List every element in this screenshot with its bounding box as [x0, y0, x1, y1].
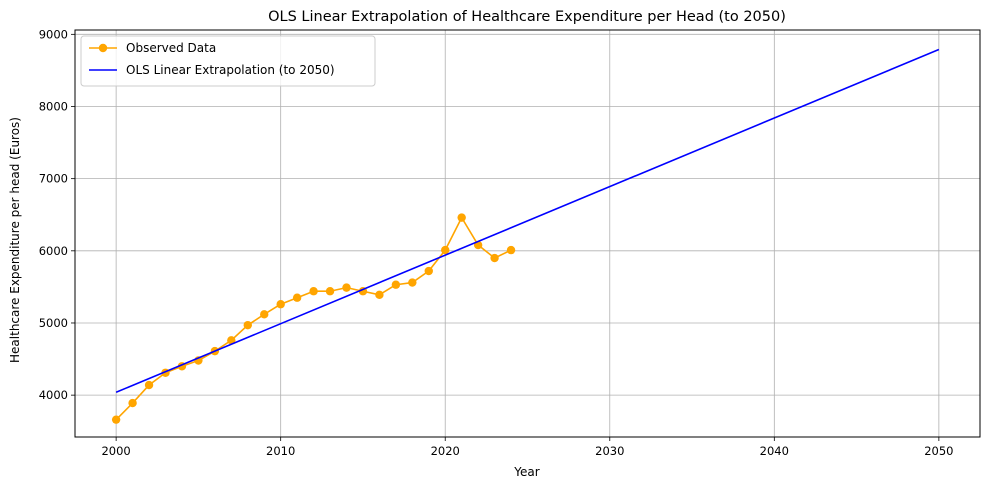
- data-point: [506, 245, 516, 255]
- legend-label-observed: Observed Data: [126, 41, 216, 55]
- legend-marker-observed: [98, 43, 108, 53]
- data-point: [424, 266, 433, 276]
- data-point: [243, 320, 252, 330]
- data-point: [260, 310, 269, 319]
- chart-title: OLS Linear Extrapolation of Healthcare E…: [268, 9, 786, 25]
- data-point: [227, 336, 236, 345]
- data-point: [490, 253, 499, 263]
- x-axis-label: Year: [513, 465, 539, 479]
- y-tick-label: 4000: [39, 388, 68, 402]
- legend-box: [80, 35, 376, 87]
- y-tick-label: 7000: [39, 172, 68, 186]
- data-point: [128, 398, 137, 408]
- data-point: [391, 280, 401, 289]
- grid: [75, 30, 980, 437]
- data-point: [457, 213, 466, 222]
- data-point: [276, 300, 285, 309]
- x-tick-label: 2040: [760, 444, 789, 458]
- y-tick-label: 8000: [39, 99, 68, 113]
- legend: Observed Data OLS Linear Extrapolation (…: [80, 35, 376, 87]
- y-tick-label: 9000: [39, 27, 68, 41]
- data-point: [325, 287, 335, 296]
- y-tick-label: 5000: [39, 316, 68, 330]
- data-point: [375, 290, 384, 300]
- data-point: [144, 380, 154, 390]
- data-point: [408, 278, 417, 287]
- x-tick-label: 2050: [924, 444, 953, 458]
- legend-label-ols: OLS Linear Extrapolation (to 2050): [126, 63, 335, 77]
- data-point: [292, 293, 302, 302]
- plot-area: [111, 48, 940, 424]
- plot-frame: [74, 29, 981, 438]
- x-tick-label: 2000: [101, 444, 130, 458]
- data-point: [441, 245, 450, 255]
- series-line-1: [115, 48, 940, 393]
- x-tick-label: 2030: [595, 444, 624, 458]
- x-tick-label: 2020: [431, 444, 460, 458]
- y-axis-label: Healthcare Expenditure per head (Euros): [8, 117, 22, 363]
- data-point: [342, 283, 351, 292]
- data-point: [309, 287, 318, 296]
- series-line-0: [115, 216, 512, 421]
- y-tick-label: 6000: [39, 244, 68, 258]
- x-tick-label: 2010: [266, 444, 295, 458]
- axis-ticks: 2000 2010 2020 2030 2040 2050 4000 5000 6000 7000…: [39, 27, 954, 458]
- data-point: [111, 415, 121, 424]
